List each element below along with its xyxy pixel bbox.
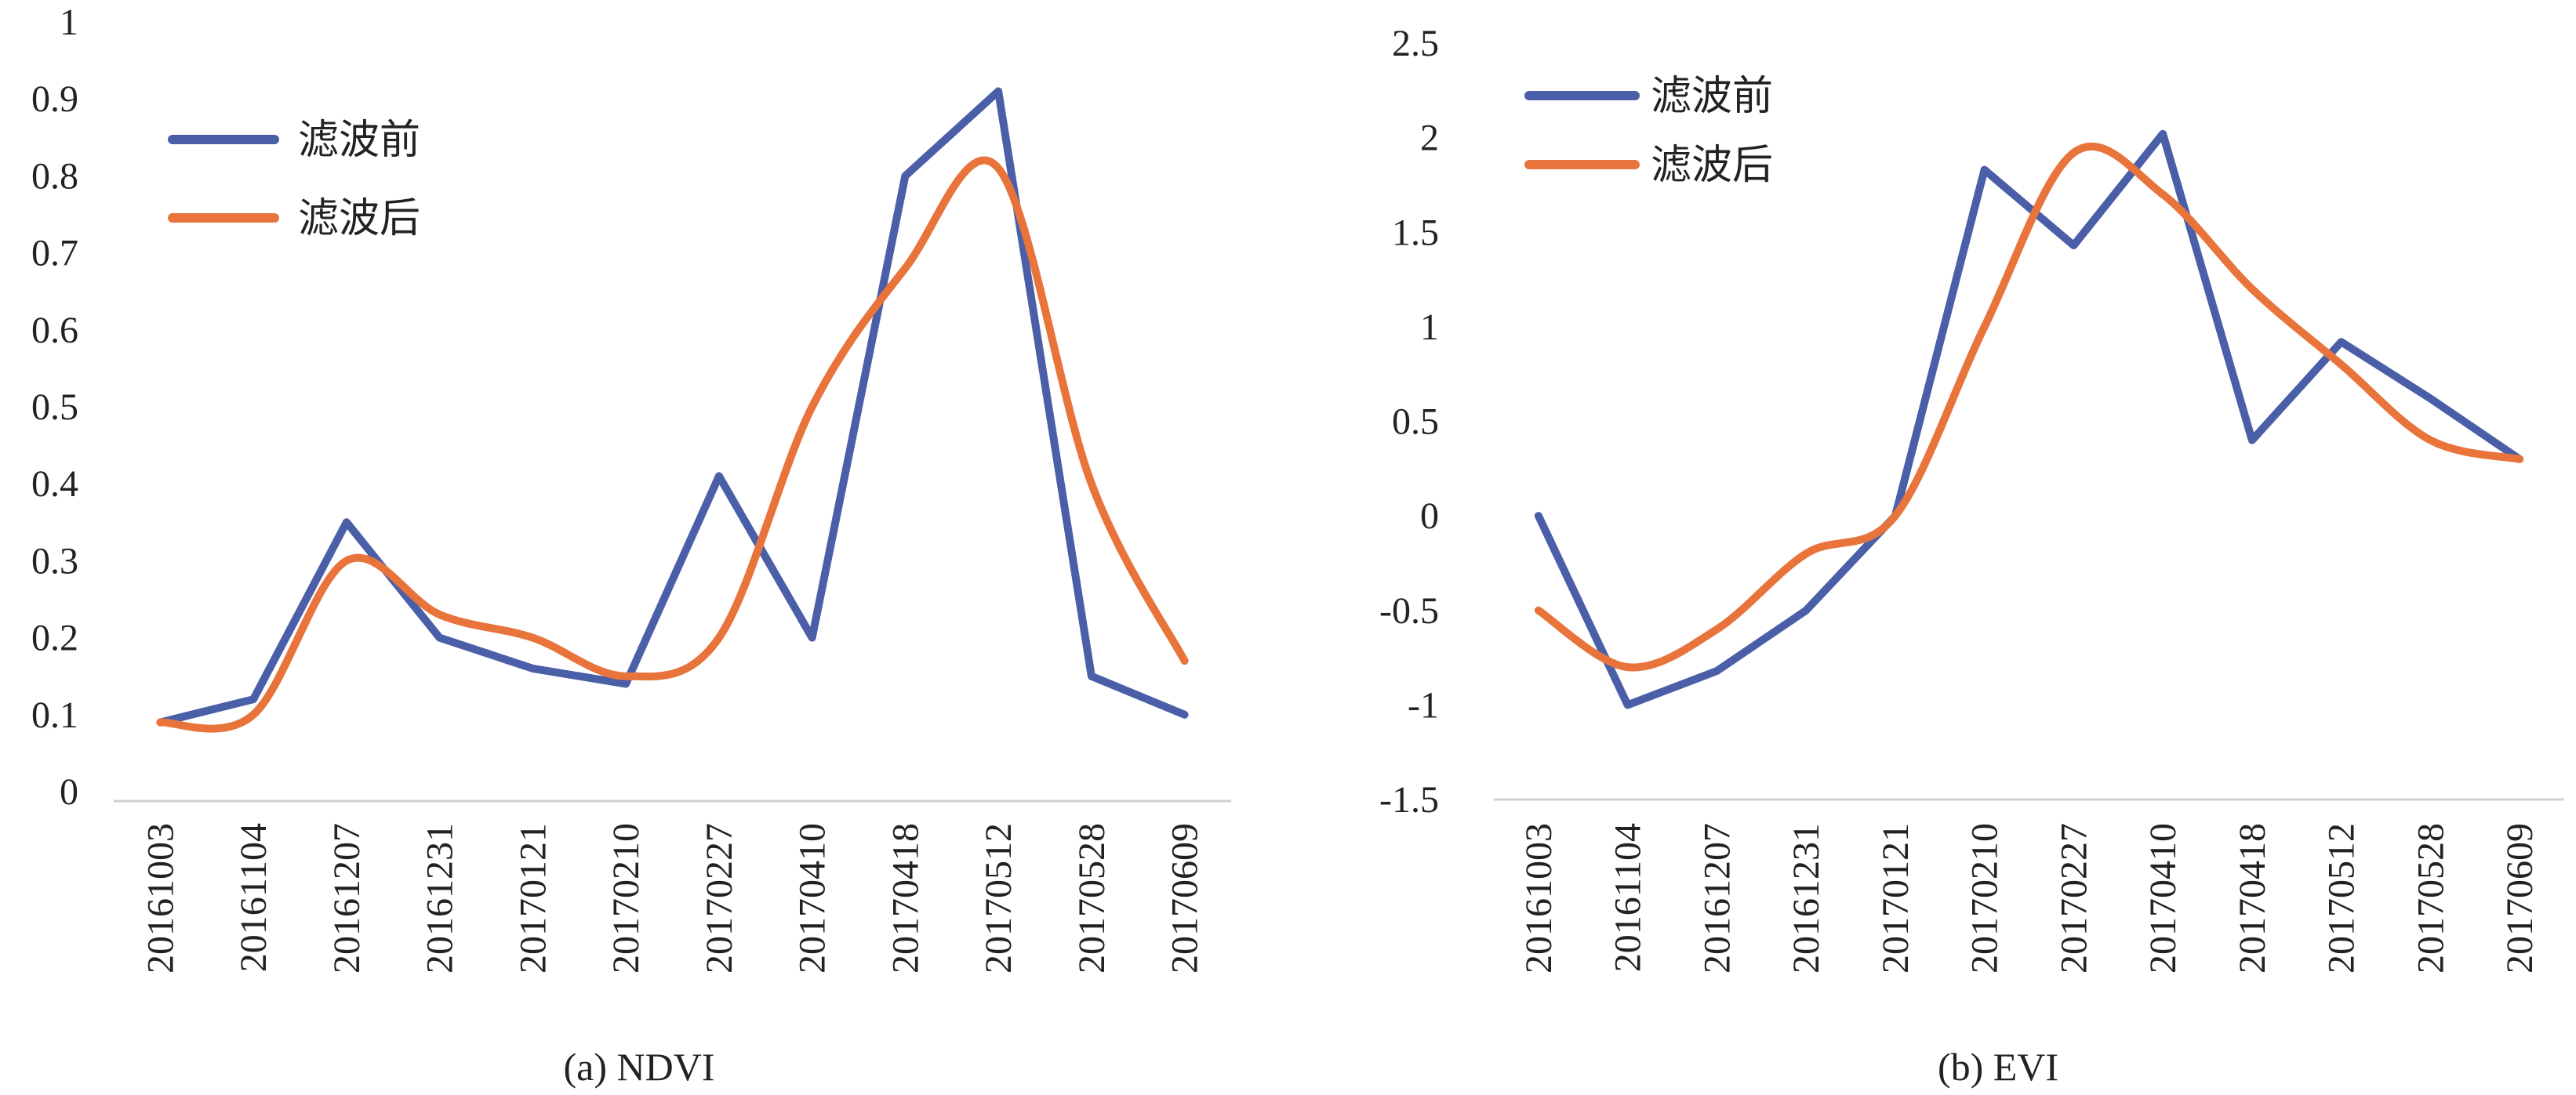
x-tick-label: 20170418 bbox=[2232, 823, 2273, 974]
x-tick-label: 20170528 bbox=[2410, 823, 2451, 974]
x-tick-label: 20161003 bbox=[1518, 823, 1560, 974]
y-tick-label: 0.6 bbox=[31, 310, 78, 351]
y-tick-label: 1 bbox=[1420, 306, 1439, 348]
x-tick-label: 20170512 bbox=[2321, 823, 2363, 974]
y-tick-label: 0.7 bbox=[31, 233, 78, 274]
y-tick-label: 0.2 bbox=[31, 618, 78, 659]
x-tick-label: 20161207 bbox=[1696, 823, 1738, 974]
x-tick-label: 20170609 bbox=[1164, 823, 1206, 974]
x-tick-label: 20170410 bbox=[792, 823, 834, 974]
x-tick-label: 20161003 bbox=[140, 823, 181, 974]
x-tick-label: 20170410 bbox=[2142, 823, 2184, 974]
x-tick-label: 20170210 bbox=[605, 823, 647, 974]
y-tick-label: -0.5 bbox=[1379, 590, 1439, 632]
series-line-after-filter bbox=[156, 156, 1189, 733]
y-tick-label: 2.5 bbox=[1392, 23, 1439, 64]
legend-label: 滤波前 bbox=[1651, 73, 1773, 120]
x-tick-label: 20161231 bbox=[1786, 823, 1827, 974]
series-line-before-filter bbox=[1534, 129, 2524, 709]
y-tick-label: 0.4 bbox=[31, 463, 78, 505]
y-tick-label: -1.5 bbox=[1379, 779, 1439, 821]
y-tick-label: 2 bbox=[1420, 118, 1439, 159]
y-tick-label: 0.8 bbox=[31, 155, 78, 197]
y-tick-label: 0.9 bbox=[31, 78, 78, 120]
y-tick-label: 0.1 bbox=[31, 694, 78, 736]
x-tick-label: 20161207 bbox=[326, 823, 368, 974]
y-tick-label: 0.5 bbox=[1392, 401, 1439, 443]
series-line-after-filter bbox=[1534, 143, 2524, 672]
x-tick-label: 20170121 bbox=[512, 823, 554, 974]
y-tick-label: 0.3 bbox=[31, 540, 78, 582]
x-tick-label: 20170227 bbox=[699, 823, 740, 974]
y-tick-label: 0 bbox=[60, 771, 78, 813]
legend-label: 滤波后 bbox=[298, 195, 420, 242]
x-tick-label: 20170512 bbox=[978, 823, 1019, 974]
chart-caption: (b) EVI bbox=[1938, 1045, 2058, 1089]
chart-caption: (a) NDVI bbox=[564, 1045, 715, 1089]
y-tick-label: 0 bbox=[1420, 495, 1439, 537]
series-line-before-filter bbox=[156, 87, 1189, 727]
x-tick-label: 20161231 bbox=[420, 823, 461, 974]
legend-label: 滤波后 bbox=[1651, 142, 1773, 189]
ndvi-chart: 0 0.1 0.2 0.3 0.4 0.5 0.6 0.7 0.8 0.9 1 20161003 201… bbox=[31, 2, 1231, 1089]
x-tick-label: 20170528 bbox=[1071, 823, 1113, 974]
y-tick-label: 1 bbox=[60, 2, 78, 43]
x-tick-label: 20170418 bbox=[885, 823, 926, 974]
x-tick-label: 20170609 bbox=[2499, 823, 2541, 974]
x-tick-label: 20170227 bbox=[2053, 823, 2095, 974]
y-tick-label: -1 bbox=[1408, 684, 1439, 726]
x-tick-label: 20170121 bbox=[1875, 823, 1917, 974]
y-tick-label: 1.5 bbox=[1392, 212, 1439, 253]
x-tick-label: 20170210 bbox=[1964, 823, 2006, 974]
x-tick-label: 20161104 bbox=[1608, 823, 1649, 972]
legend-label: 滤波前 bbox=[298, 117, 420, 164]
evi-chart: -1.5 -1 -0.5 0 0.5 1 1.5 2 2.5 20161003 20161104 20… bbox=[1379, 23, 2564, 1089]
y-tick-label: 0.5 bbox=[31, 386, 78, 428]
x-tick-label: 20161104 bbox=[233, 823, 274, 972]
